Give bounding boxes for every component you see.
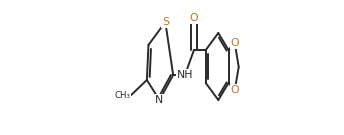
Text: O: O [230,38,239,48]
Text: NH: NH [177,70,193,80]
Text: O: O [230,85,239,95]
Text: N: N [155,95,163,105]
Text: O: O [190,13,198,23]
Text: S: S [162,17,169,27]
Text: CH₃: CH₃ [115,90,130,99]
